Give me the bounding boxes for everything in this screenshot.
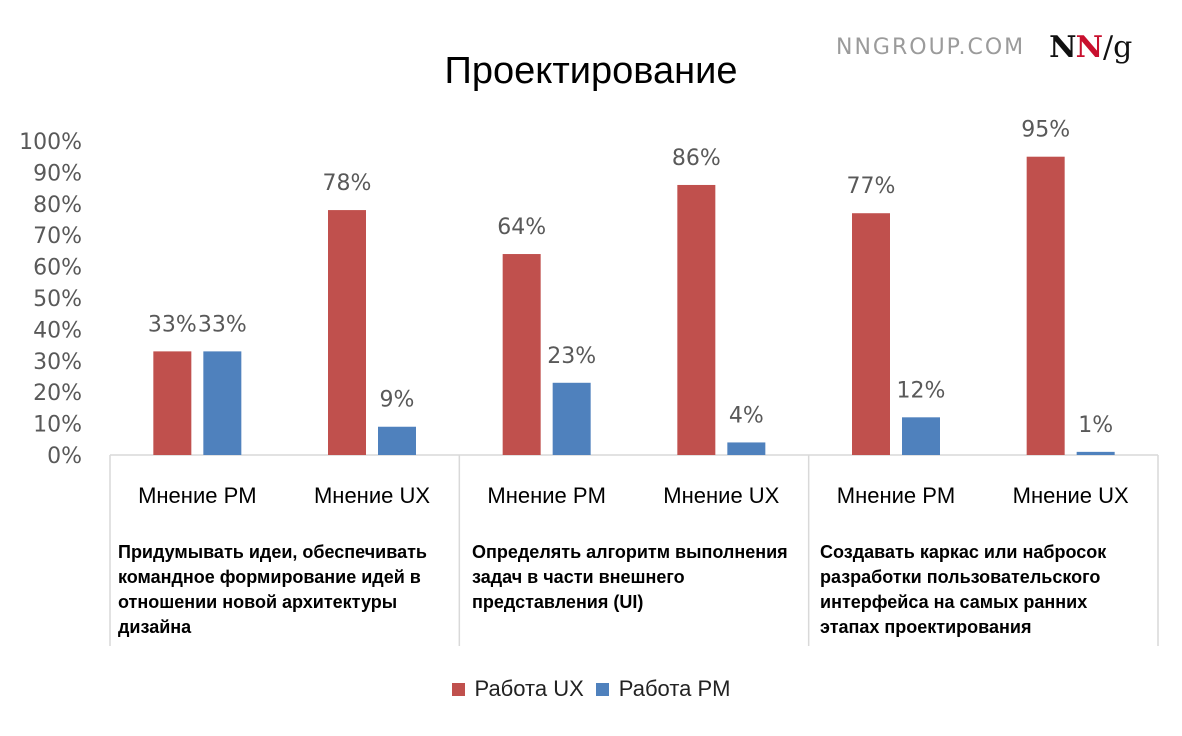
legend-swatch-pm [595, 682, 609, 696]
bar-pm [727, 442, 766, 455]
chart-title: Проектирование [444, 50, 738, 92]
bar-ux [328, 210, 366, 455]
bar-ux [677, 184, 716, 455]
group-description-3: Создавать каркас или набросок разработки… [820, 542, 1107, 637]
data-label-ux: 64% [497, 215, 546, 240]
data-label-pm: 23% [547, 344, 596, 369]
nng-logo: NN/g [1049, 30, 1132, 65]
bar-ux [502, 254, 541, 455]
x-category-label: Мнение UX [1013, 483, 1129, 508]
legend-swatch-ux [451, 682, 465, 696]
y-tick-label: 90% [33, 161, 82, 186]
legend: Работа UX Работа PM [0, 676, 1182, 702]
data-label-ux: 33% [148, 312, 197, 337]
legend-label-ux: Работа UX [474, 676, 584, 701]
data-label-pm: 4% [729, 403, 764, 428]
x-category-label: Мнение PM [837, 483, 956, 508]
x-category-label: Мнение PM [138, 483, 257, 508]
y-tick-label: 70% [33, 224, 82, 249]
y-tick-label: 0% [47, 444, 82, 469]
x-category-label: Мнение UX [314, 483, 430, 508]
data-label-pm: 1% [1078, 413, 1113, 438]
y-tick-label: 10% [33, 413, 82, 438]
bar-ux [852, 213, 890, 455]
bar-ux [153, 351, 192, 455]
legend-label-pm: Работа PM [618, 676, 731, 701]
y-tick-label: 80% [33, 193, 82, 218]
x-category-label: Мнение PM [487, 483, 606, 508]
data-label-pm: 9% [380, 388, 415, 413]
y-tick-label: 40% [33, 318, 82, 343]
y-tick-label: 50% [33, 287, 82, 312]
brand-site-text: NNGROUP.COM [836, 35, 1026, 60]
data-label-ux: 86% [672, 146, 721, 171]
data-label-pm: 12% [897, 378, 946, 403]
group-description-1: Придумывать идеи, обеспечивать командное… [118, 542, 427, 637]
bar-pm [378, 426, 416, 455]
data-label-ux: 95% [1021, 118, 1070, 143]
bar-pm [1076, 451, 1115, 455]
brand: NNGROUP.COM NN/g [836, 30, 1132, 65]
legend-item-ux: Работа UX [451, 676, 584, 702]
bar-ux [1026, 156, 1065, 455]
data-label-ux: 78% [323, 171, 372, 196]
data-label-ux: 77% [847, 174, 896, 199]
x-category-label: Мнение UX [663, 483, 779, 508]
legend-item-pm: Работа PM [595, 676, 731, 702]
bar-pm [203, 351, 242, 455]
bar-pm [552, 382, 591, 455]
data-label-pm: 33% [198, 312, 247, 337]
group-description-2: Определять алгоритм выполнения задач в ч… [472, 542, 788, 612]
y-tick-label: 20% [33, 381, 82, 406]
y-tick-label: 30% [33, 350, 82, 375]
y-tick-label: 100% [19, 130, 82, 155]
bar-pm [902, 417, 940, 455]
y-tick-label: 60% [33, 256, 82, 281]
